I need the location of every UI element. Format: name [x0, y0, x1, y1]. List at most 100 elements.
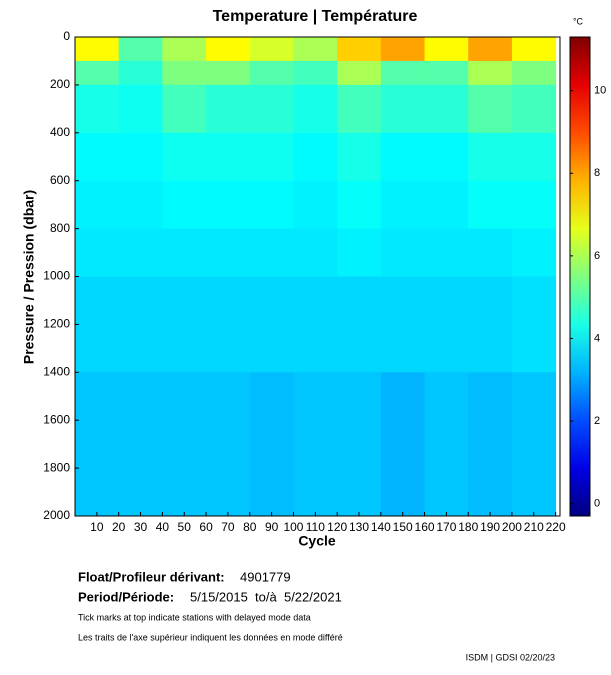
y-tick-label: 600 [50, 173, 70, 187]
heat-cell [337, 372, 382, 517]
x-tick-label: 150 [393, 520, 413, 534]
heat-cell [337, 37, 382, 62]
heat-cell [424, 228, 469, 277]
heat-cell [249, 60, 294, 86]
y-tick-label: 400 [50, 125, 70, 139]
x-tick-label: 130 [349, 520, 369, 534]
float-label: Float/Profileur dérivant: [78, 569, 225, 584]
heat-cell [380, 60, 426, 86]
heat-cell [337, 84, 382, 134]
heat-cell [75, 37, 120, 62]
heat-cell [424, 37, 469, 62]
heat-cell [249, 276, 294, 373]
heat-cell [380, 228, 426, 277]
heat-cell [468, 60, 513, 86]
heat-cell [468, 132, 513, 182]
heat-cell [206, 228, 251, 277]
y-axis-label: Pressure / Pression (dbar) [21, 190, 37, 364]
x-tick-label: 220 [546, 520, 566, 534]
y-tick-label: 1200 [43, 317, 70, 331]
heat-cell [468, 276, 513, 373]
heat-cell [424, 180, 469, 230]
heat-cell [511, 37, 557, 62]
period: 5/15/2015 to/à 5/22/2021 [190, 589, 342, 604]
heat-cell [293, 37, 338, 62]
heat-cell [75, 132, 120, 182]
heat-cell [75, 276, 120, 373]
heat-cell [249, 37, 294, 62]
heat-cell [468, 228, 513, 277]
heat-cell [162, 276, 207, 373]
heat-cell [337, 228, 382, 277]
heat-cell [511, 180, 557, 230]
heat-cell [75, 84, 120, 134]
heat-cell [249, 228, 294, 277]
heat-cell [293, 60, 338, 86]
heat-cell [162, 372, 207, 517]
colorbar [569, 36, 591, 517]
heat-cell [424, 132, 469, 182]
heat-cell [162, 228, 207, 277]
heat-cell [118, 180, 163, 230]
heat-cell [337, 132, 382, 182]
heat-cell [162, 84, 207, 134]
heat-cell [162, 37, 207, 62]
heat-cell [293, 84, 338, 134]
heat-cell [424, 276, 469, 373]
x-tick-label: 70 [221, 520, 235, 534]
heat-cell [206, 37, 251, 62]
x-tick-label: 210 [524, 520, 544, 534]
x-tick-label: 40 [156, 520, 170, 534]
x-tick-label: 20 [112, 520, 126, 534]
heat-cell [162, 180, 207, 230]
heat-cell [337, 180, 382, 230]
chart-title: Temperature | Température [213, 8, 418, 25]
colorbar-tick-label: 10 [594, 85, 606, 97]
y-tick-label: 1600 [43, 412, 70, 426]
heat-cell [75, 228, 120, 277]
credit: ISDM | GDSI 02/20/23 [466, 652, 555, 662]
x-tick-label: 200 [502, 520, 522, 534]
heat-cell [249, 84, 294, 134]
note-en: Tick marks at top indicate stations with… [78, 612, 311, 622]
float-id: 4901779 [240, 569, 291, 584]
heat-cell [75, 372, 120, 517]
heat-cell [424, 84, 469, 134]
heat-cell [380, 180, 426, 230]
heat-cell [118, 372, 163, 517]
heat-cell [293, 276, 338, 373]
x-tick-label: 100 [283, 520, 303, 534]
y-tick-label: 1400 [43, 364, 70, 378]
heat-cell [424, 60, 469, 86]
x-tick-label: 90 [265, 520, 279, 534]
heat-cell [118, 60, 163, 86]
heat-cell [206, 276, 251, 373]
x-tick-label: 50 [178, 520, 192, 534]
heat-cell [293, 372, 338, 517]
heat-cell [206, 372, 251, 517]
heat-cell [249, 132, 294, 182]
heat-cell [249, 372, 294, 517]
heat-cell [511, 228, 557, 277]
heat-cell [206, 60, 251, 86]
heat-cell [293, 180, 338, 230]
heat-cell [468, 84, 513, 134]
x-tick-label: 140 [371, 520, 391, 534]
x-tick-label: 120 [327, 520, 347, 534]
heat-cell [468, 37, 513, 62]
heat-cell [162, 60, 207, 86]
x-tick-label: 30 [134, 520, 148, 534]
x-tick-label: 60 [199, 520, 213, 534]
heat-cell [511, 276, 557, 373]
heat-cell [380, 37, 426, 62]
y-tick-label: 800 [50, 221, 70, 235]
y-tick-label: 2000 [43, 508, 70, 522]
note-fr: Les traits de l'axe supérieur indiquent … [78, 632, 343, 642]
x-tick-label: 160 [415, 520, 435, 534]
x-tick-label: 170 [436, 520, 456, 534]
x-axis-label: Cycle [298, 533, 336, 549]
heat-cell [380, 84, 426, 134]
colorbar-tick-label: 6 [594, 250, 600, 262]
y-tick-label: 0 [63, 29, 70, 43]
